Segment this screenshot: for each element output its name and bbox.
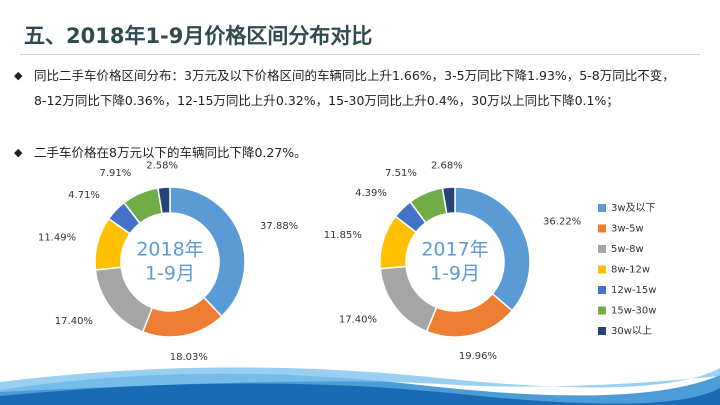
legend-swatch: [598, 245, 606, 253]
center-label: 2018年: [136, 239, 203, 261]
slide-title: 五、2018年1-9月价格区间分布对比: [24, 24, 373, 48]
donut-segment: [141, 296, 223, 338]
data-label: 4.71%: [68, 190, 100, 201]
data-label: 11.85%: [324, 230, 362, 241]
data-label: 37.88%: [260, 221, 298, 232]
legend-label: 3w-5w: [611, 224, 644, 235]
legend-swatch: [598, 204, 606, 212]
bullet: 二手车价格在8万元以下的车辆同比下降0.27%。: [14, 140, 684, 165]
data-label: 18.03%: [170, 352, 208, 363]
donut-segment: [379, 265, 438, 333]
legend-swatch: [598, 306, 606, 315]
donut-segment: [441, 186, 456, 215]
legend-swatch: [598, 286, 606, 294]
donut-segment: [94, 266, 154, 333]
donut-segment: [425, 292, 514, 338]
data-label: 19.96%: [459, 351, 497, 362]
title-rule: [20, 54, 700, 55]
wave-decoration: [0, 383, 720, 405]
data-label: 11.49%: [38, 233, 76, 244]
legend-label: 8w-12w: [611, 265, 650, 276]
donut-segment: [169, 186, 246, 318]
legend-swatch: [598, 265, 606, 274]
legend-label: 12w-15w: [611, 285, 656, 296]
legend-label: 5w-8w: [611, 244, 644, 255]
center-label: 1-9月: [430, 263, 480, 285]
legend-label: 15w-30w: [611, 306, 656, 317]
data-label: 17.40%: [339, 315, 377, 326]
data-label: 7.51%: [385, 168, 417, 179]
legend-swatch: [598, 224, 606, 233]
bullet: 同比二手车价格区间分布：3万元及以下价格区间的车辆同比上升1.66%，3-5万同…: [14, 63, 684, 113]
data-label: 4.39%: [355, 188, 387, 199]
legend-label: 3w及以下: [611, 202, 656, 214]
center-label: 1-9月: [145, 263, 195, 285]
donut-segment: [157, 186, 171, 215]
center-label: 2017年: [421, 239, 488, 261]
data-label: 2.58%: [146, 160, 178, 171]
wave-decoration: [0, 367, 720, 392]
data-label: 7.91%: [99, 168, 131, 179]
data-label: 17.40%: [55, 316, 93, 327]
data-label: 36.22%: [543, 216, 581, 227]
data-label: 2.68%: [431, 160, 463, 171]
legend-label: 30w以上: [611, 325, 652, 337]
legend-swatch: [598, 327, 606, 335]
